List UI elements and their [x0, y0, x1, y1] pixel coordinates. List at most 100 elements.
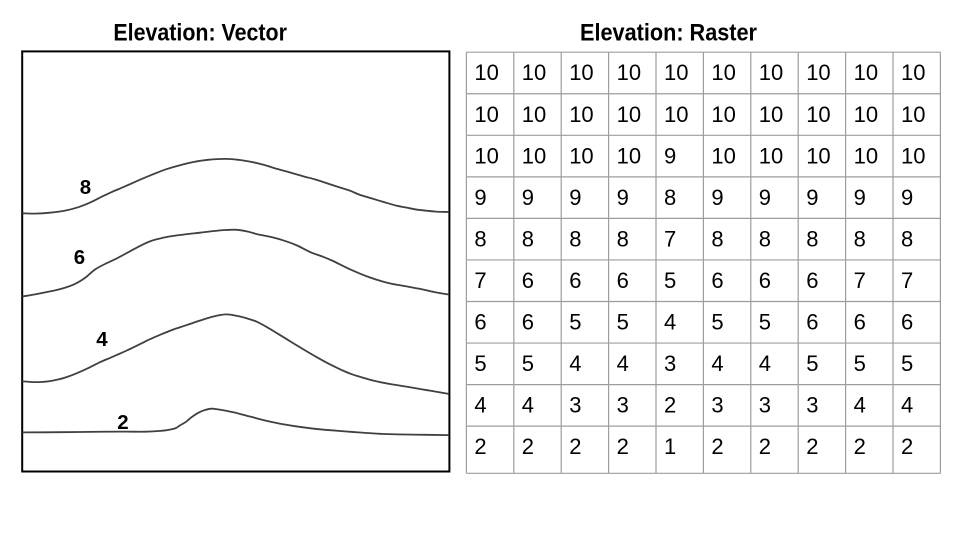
- svg-text:2: 2: [569, 434, 581, 459]
- svg-text:Elevation: Vector: Elevation: Vector: [113, 19, 287, 46]
- svg-text:10: 10: [711, 143, 735, 168]
- svg-text:9: 9: [664, 143, 676, 168]
- svg-text:9: 9: [854, 185, 866, 210]
- svg-text:1: 1: [664, 434, 676, 459]
- svg-text:5: 5: [617, 310, 629, 335]
- svg-text:5: 5: [522, 351, 534, 376]
- svg-text:10: 10: [569, 60, 593, 85]
- svg-text:10: 10: [759, 102, 783, 127]
- svg-text:6: 6: [854, 310, 866, 335]
- svg-text:7: 7: [474, 268, 486, 293]
- svg-text:4: 4: [522, 393, 534, 418]
- svg-text:9: 9: [569, 185, 581, 210]
- svg-text:9: 9: [901, 185, 913, 210]
- svg-text:6: 6: [759, 268, 771, 293]
- svg-text:4: 4: [854, 393, 866, 418]
- svg-text:3: 3: [569, 393, 581, 418]
- svg-text:9: 9: [711, 185, 723, 210]
- svg-text:6: 6: [522, 268, 534, 293]
- svg-text:4: 4: [901, 393, 913, 418]
- svg-text:10: 10: [854, 60, 878, 85]
- svg-text:7: 7: [901, 268, 913, 293]
- svg-text:6: 6: [901, 310, 913, 335]
- svg-text:2: 2: [664, 393, 676, 418]
- svg-text:8: 8: [522, 226, 534, 251]
- svg-text:4: 4: [711, 351, 723, 376]
- svg-text:9: 9: [806, 185, 818, 210]
- svg-text:3: 3: [806, 393, 818, 418]
- svg-text:5: 5: [759, 310, 771, 335]
- svg-text:7: 7: [664, 226, 676, 251]
- svg-text:5: 5: [569, 310, 581, 335]
- svg-text:6: 6: [806, 268, 818, 293]
- svg-text:5: 5: [854, 351, 866, 376]
- svg-text:10: 10: [569, 102, 593, 127]
- svg-text:6: 6: [522, 310, 534, 335]
- svg-text:5: 5: [474, 351, 486, 376]
- svg-text:6: 6: [617, 268, 629, 293]
- svg-text:10: 10: [711, 102, 735, 127]
- svg-text:10: 10: [617, 143, 641, 168]
- svg-text:4: 4: [96, 328, 108, 351]
- svg-text:2: 2: [617, 434, 629, 459]
- svg-text:4: 4: [664, 310, 676, 335]
- svg-text:Elevation: Raster: Elevation: Raster: [580, 19, 757, 46]
- svg-text:5: 5: [901, 351, 913, 376]
- svg-text:3: 3: [617, 393, 629, 418]
- svg-text:9: 9: [617, 185, 629, 210]
- svg-text:10: 10: [617, 102, 641, 127]
- svg-text:9: 9: [474, 185, 486, 210]
- svg-text:10: 10: [806, 60, 830, 85]
- svg-text:2: 2: [759, 434, 771, 459]
- svg-text:10: 10: [759, 60, 783, 85]
- svg-text:10: 10: [474, 102, 498, 127]
- svg-text:10: 10: [522, 102, 546, 127]
- svg-text:10: 10: [901, 60, 925, 85]
- svg-text:8: 8: [80, 176, 91, 199]
- svg-text:3: 3: [759, 393, 771, 418]
- svg-text:8: 8: [711, 226, 723, 251]
- svg-text:8: 8: [664, 185, 676, 210]
- svg-text:3: 3: [664, 351, 676, 376]
- svg-text:10: 10: [711, 60, 735, 85]
- svg-text:8: 8: [569, 226, 581, 251]
- svg-text:10: 10: [901, 102, 925, 127]
- svg-text:10: 10: [806, 102, 830, 127]
- svg-text:2: 2: [854, 434, 866, 459]
- svg-text:2: 2: [522, 434, 534, 459]
- svg-text:8: 8: [474, 226, 486, 251]
- svg-text:2: 2: [117, 411, 128, 434]
- svg-text:7: 7: [854, 268, 866, 293]
- svg-text:9: 9: [759, 185, 771, 210]
- svg-text:2: 2: [901, 434, 913, 459]
- svg-text:6: 6: [74, 246, 85, 269]
- svg-text:10: 10: [854, 143, 878, 168]
- svg-text:10: 10: [901, 143, 925, 168]
- svg-text:10: 10: [474, 60, 498, 85]
- svg-text:3: 3: [711, 393, 723, 418]
- svg-text:10: 10: [806, 143, 830, 168]
- svg-text:8: 8: [759, 226, 771, 251]
- svg-text:5: 5: [806, 351, 818, 376]
- svg-text:9: 9: [522, 185, 534, 210]
- svg-text:10: 10: [759, 143, 783, 168]
- svg-text:8: 8: [806, 226, 818, 251]
- svg-text:2: 2: [711, 434, 723, 459]
- svg-text:6: 6: [806, 310, 818, 335]
- svg-text:10: 10: [569, 143, 593, 168]
- svg-text:5: 5: [711, 310, 723, 335]
- svg-text:6: 6: [711, 268, 723, 293]
- svg-text:4: 4: [759, 351, 771, 376]
- svg-text:2: 2: [474, 434, 486, 459]
- svg-text:10: 10: [664, 102, 688, 127]
- svg-text:10: 10: [854, 102, 878, 127]
- svg-text:8: 8: [617, 226, 629, 251]
- svg-text:6: 6: [569, 268, 581, 293]
- svg-text:8: 8: [854, 226, 866, 251]
- svg-text:5: 5: [664, 268, 676, 293]
- svg-text:8: 8: [901, 226, 913, 251]
- svg-text:10: 10: [664, 60, 688, 85]
- svg-text:10: 10: [522, 143, 546, 168]
- svg-text:6: 6: [474, 310, 486, 335]
- svg-text:4: 4: [474, 393, 486, 418]
